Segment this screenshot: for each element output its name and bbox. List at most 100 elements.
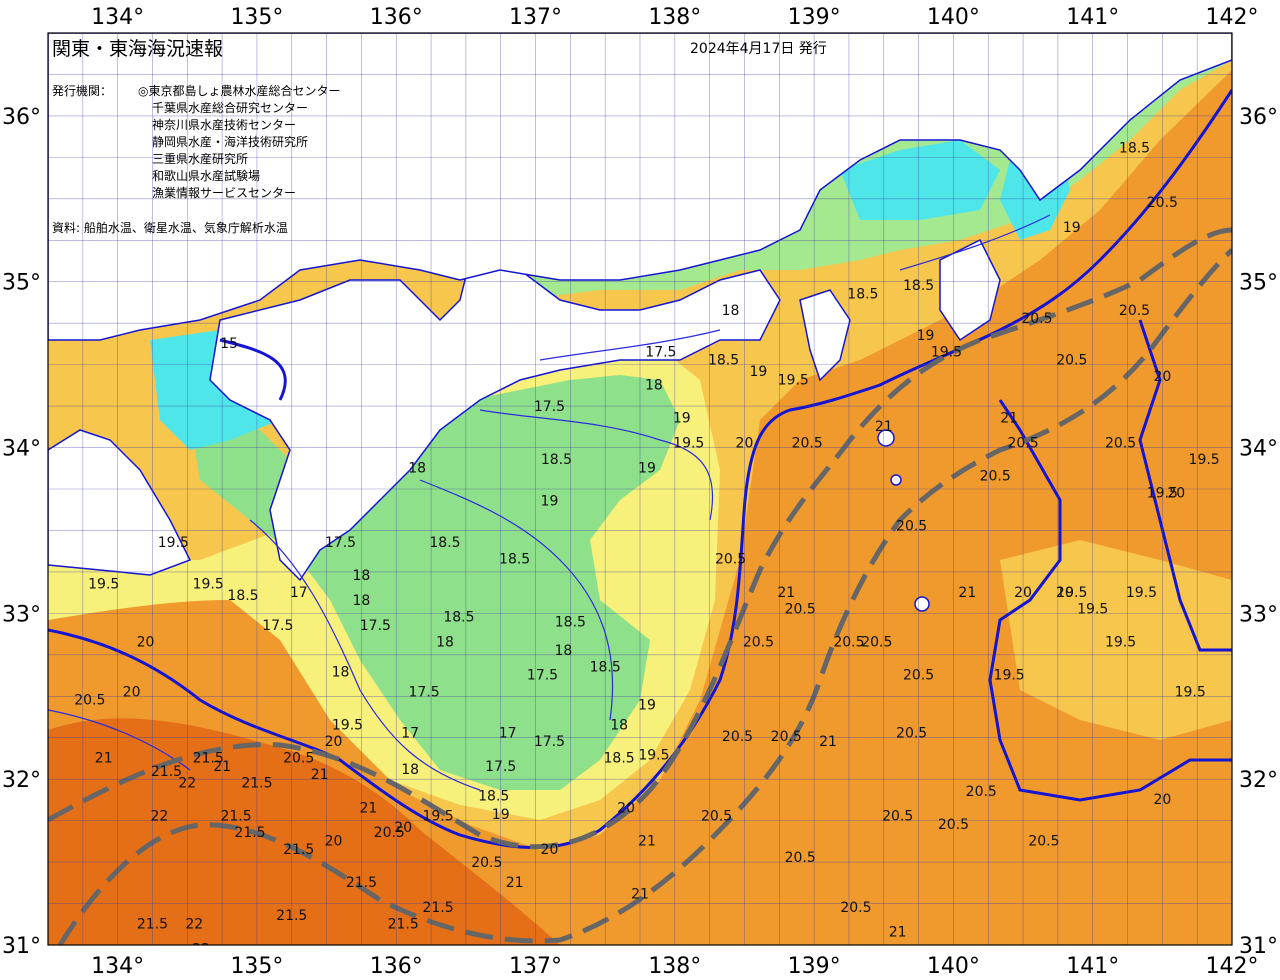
isotherm-label: 18	[645, 378, 663, 394]
isotherm-label: 21.5	[234, 825, 265, 841]
isotherm-label: 15	[220, 336, 238, 352]
land-miyake	[914, 596, 930, 612]
isotherm-label: 20.5	[938, 817, 969, 833]
isotherm-label: 19	[638, 460, 656, 476]
isotherm-label: 17.5	[325, 535, 356, 551]
isotherm-label: 19.5	[88, 576, 119, 592]
isotherm-label: 21.5	[137, 916, 168, 932]
isotherm-label: 20.5	[792, 436, 823, 452]
isotherm-label: 21.5	[346, 875, 377, 891]
lon-label-top: 138°	[648, 5, 701, 30]
organization-name: 千葉県水産総合研究センター	[152, 100, 308, 115]
isotherm-label: 18.5	[499, 552, 530, 568]
isotherm-label: 22	[178, 775, 196, 791]
kuroshio-south-branch	[57, 248, 1232, 945]
isotherm-label: 19.5	[1077, 601, 1108, 617]
land-shikoku	[48, 429, 192, 576]
lat-label-right: 33°	[1239, 602, 1278, 627]
lon-label-top: 134°	[91, 5, 144, 30]
lon-label-top: 135°	[230, 5, 283, 30]
isotherm-label: 20.5	[785, 601, 816, 617]
isotherm-label: 19.5	[193, 576, 224, 592]
lat-label-left: 33°	[2, 602, 41, 627]
isotherm-label: 20	[1153, 792, 1171, 808]
isotherm-label: 21.5	[276, 908, 307, 924]
isotherm-label: 20	[137, 635, 155, 651]
organization-name: ◎東京都島しょ農林水産総合センター	[138, 83, 340, 98]
lon-label-bottom: 140°	[927, 954, 980, 979]
lat-label-left: 35°	[2, 271, 41, 296]
isotherm-label: 17.5	[360, 618, 391, 634]
isotherm-20-ne	[1138, 319, 1232, 652]
isotherm-label: 20	[617, 800, 635, 816]
isotherm-label: 19	[749, 364, 767, 380]
isotherm-label: 20.5	[701, 809, 732, 825]
sea-layer: 1517.51817.518.51818.518.5191919.5191818…	[48, 33, 1232, 957]
isotherm-label: 19	[917, 328, 935, 344]
isotherm-label: 21.5	[151, 764, 182, 780]
lat-label-left: 32°	[2, 768, 41, 793]
isotherm-label: 20	[1153, 369, 1171, 385]
isotherm-label: 20	[123, 684, 141, 700]
isotherm-thin-6	[899, 214, 1051, 271]
isotherm-label: 18	[722, 303, 740, 319]
kuroshio-paths	[48, 227, 1232, 945]
isotherms	[48, 89, 1232, 849]
lon-label-bottom: 134°	[91, 954, 144, 979]
map-title: 関東・東海海況速報	[52, 38, 223, 60]
isotherm-label: 22	[192, 941, 210, 957]
organization-name: 静岡県水産・海洋技術研究所	[152, 134, 308, 149]
lat-label-left: 34°	[2, 437, 41, 462]
isotherm-label: 17.5	[645, 344, 676, 360]
isotherm-label: 18	[352, 568, 370, 584]
lat-label-right: 31°	[1239, 934, 1278, 959]
isotherm-label: 19.5	[931, 344, 962, 360]
isotherm-label: 20.5	[1105, 436, 1136, 452]
isotherm-label: 20.5	[1147, 195, 1178, 211]
isotherm-label: 20.5	[1021, 311, 1052, 327]
isotherm-label: 19.5	[994, 668, 1025, 684]
isotherm-label: 21	[889, 925, 907, 941]
org-label: 発行機関：	[52, 83, 112, 98]
isotherm-label: 21.5	[241, 775, 272, 791]
isotherm-label: 20.5	[771, 729, 802, 745]
isotherm-label: 17.5	[534, 734, 565, 750]
isotherm-label: 18	[352, 593, 370, 609]
isotherm-label: 19.5	[158, 535, 189, 551]
isotherm-label: 19.5	[1147, 485, 1178, 501]
isotherm-label: 18.5	[708, 353, 739, 369]
isotherm-label: 18.5	[903, 278, 934, 294]
organization-name: 三重県水産研究所	[152, 151, 248, 166]
isotherm-label: 21	[1000, 411, 1018, 427]
organization-list: ◎東京都島しょ農林水産総合センター千葉県水産総合研究センター神奈川県水産技術セン…	[138, 83, 340, 200]
kuroshio-axis	[48, 227, 1232, 850]
isotherm-label: 20	[1167, 485, 1185, 501]
isotherm-label: 18.5	[555, 615, 586, 631]
isotherm-label: 19	[1063, 220, 1081, 236]
isotherm-label: 17	[401, 726, 419, 742]
isotherm-label: 19	[638, 698, 656, 714]
header: 関東・東海海況速報 2024年4月17日 発行 発行機関： ◎東京都島しょ農林水…	[52, 38, 827, 235]
isotherm-label: 18.5	[227, 588, 258, 604]
isotherm-label: 20.5	[833, 635, 864, 651]
isotherm-label: 21	[638, 834, 656, 850]
isotherm-label: 21	[213, 759, 231, 775]
land-hachijo	[890, 474, 902, 486]
isotherm-label: 20.5	[785, 850, 816, 866]
isotherm-label: 19.5	[1175, 684, 1206, 700]
isotherm-label: 20	[1056, 585, 1074, 601]
isotherm-label: 20.5	[840, 900, 871, 916]
lon-label-bottom: 137°	[509, 954, 562, 979]
land-izu	[799, 289, 851, 382]
isotherm-label: 21	[506, 875, 524, 891]
isotherm-label: 18	[436, 635, 454, 651]
plot-frame	[47, 32, 1233, 946]
isotherm-label: 20.5	[896, 518, 927, 534]
lat-label-right: 34°	[1239, 437, 1278, 462]
lon-label-top: 137°	[509, 5, 562, 30]
isotherm-thin-2	[419, 479, 614, 721]
isotherm-label: 17.5	[262, 618, 293, 634]
isotherm-label: 17	[499, 726, 517, 742]
sea-hot-region	[48, 718, 560, 945]
isotherm-label: 21.5	[283, 842, 314, 858]
